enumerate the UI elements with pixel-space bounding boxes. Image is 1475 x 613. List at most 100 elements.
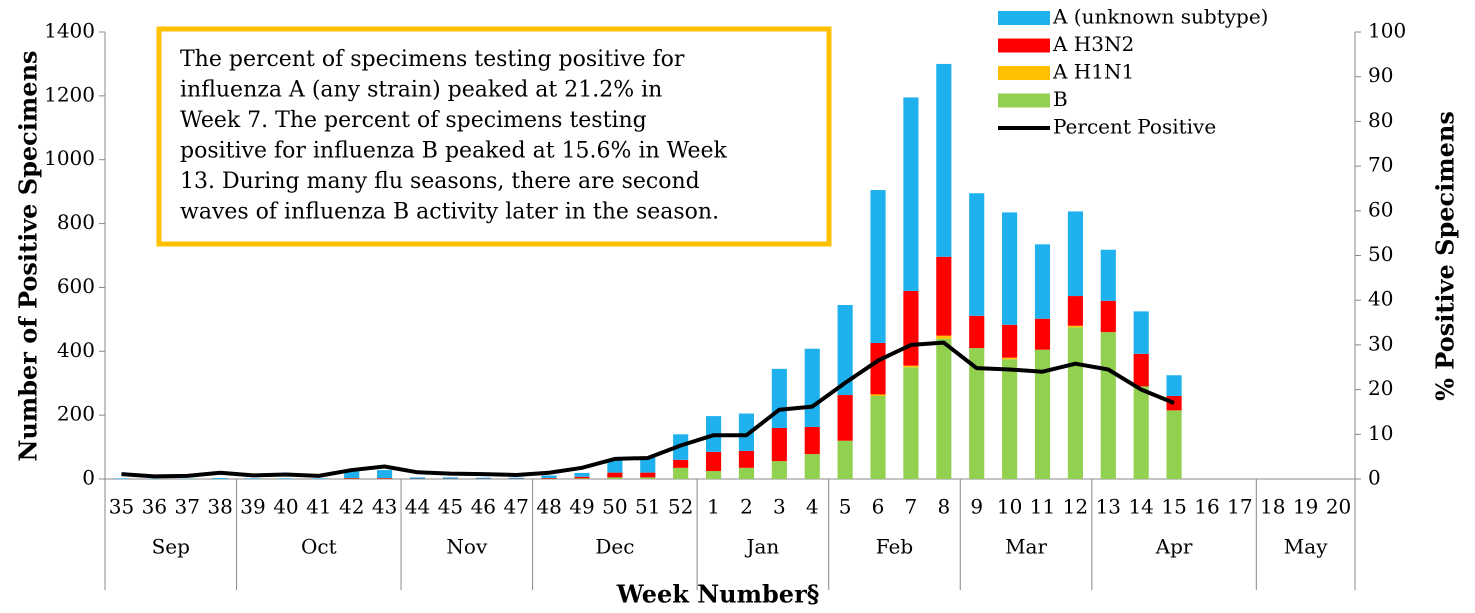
bar-segment (1100, 332, 1116, 479)
bar-segment (1067, 211, 1083, 297)
x-tick-label: 14 (1128, 495, 1153, 519)
x-tick-label: 37 (175, 495, 200, 519)
legend-swatch (998, 11, 1050, 25)
bar-segment (804, 426, 820, 455)
y2-tick-label: 60 (1368, 197, 1393, 221)
bar-segment (1133, 353, 1149, 387)
bar-segment (673, 467, 689, 479)
x-tick-label: 52 (668, 495, 693, 519)
y2-tick-label: 80 (1368, 108, 1393, 132)
bar-segment (377, 478, 393, 479)
bar-segment (903, 290, 919, 366)
bar-segment (804, 348, 820, 427)
annotation-line: influenza A (any strain) peaked at 21.2%… (180, 78, 662, 103)
annotation-line: Week 7. The percent of specimens testing (180, 108, 647, 133)
y-tick-label: 1400 (44, 19, 95, 43)
y2-tick-label: 100 (1368, 19, 1406, 43)
bar-segment (1002, 212, 1018, 325)
x-tick-label: 4 (806, 495, 819, 519)
bar-segment (508, 477, 524, 479)
y2-tick-label: 90 (1368, 63, 1393, 87)
x-tick-label: 9 (970, 495, 983, 519)
bar-segment (738, 450, 755, 468)
y-tick-label: 1000 (44, 146, 95, 170)
bar-segment (936, 335, 952, 339)
bar-segment (377, 470, 393, 479)
annotation-line: The percent of specimens testing positiv… (180, 47, 685, 72)
bar-segment (442, 477, 458, 479)
bar-segment (837, 440, 853, 479)
bar-segment (607, 459, 623, 473)
bar-segment (640, 472, 656, 478)
bar-segment (1067, 296, 1083, 326)
x-tick-label: 1 (707, 495, 720, 519)
bar-segment (936, 63, 952, 257)
bar-segment (1100, 249, 1116, 301)
bar-segment (903, 367, 919, 479)
x-tick-label: 50 (602, 495, 627, 519)
group-label: Dec (595, 535, 634, 559)
legend-label: B (1053, 87, 1068, 111)
y2-axis-title: % Positive Specimens (1431, 111, 1460, 401)
group-label: Sep (152, 535, 190, 559)
bar-segment (870, 394, 886, 396)
bar-segment (475, 477, 491, 479)
bar-segment (1002, 359, 1018, 479)
bar-segment (903, 365, 919, 368)
group-label: Feb (876, 535, 913, 559)
x-tick-label: 38 (207, 495, 232, 519)
bar-segment (1067, 325, 1083, 328)
bar-segment (969, 193, 985, 316)
bar-segment (1100, 300, 1116, 333)
bar-segment (311, 478, 327, 479)
x-tick-label: 35 (109, 495, 134, 519)
bar-segment (344, 470, 360, 479)
bar-segment (1067, 327, 1083, 479)
group-label: Apr (1155, 535, 1193, 559)
x-tick-label: 12 (1063, 495, 1088, 519)
bar-segment (1002, 324, 1018, 358)
group-label: Mar (1005, 535, 1047, 559)
x-tick-label: 46 (471, 495, 496, 519)
bar-segment (640, 477, 656, 479)
bar-segment (738, 413, 755, 451)
x-tick-label: 45 (438, 495, 463, 519)
legend-label: Percent Positive (1053, 115, 1216, 139)
legend-swatch (998, 66, 1050, 80)
y-tick-label: 1200 (44, 82, 95, 106)
bar-segment (1166, 395, 1182, 411)
annotation-line: 13. During many flu seasons, there are s… (180, 169, 700, 194)
bar-segment (738, 467, 755, 479)
annotation-box (156, 26, 832, 247)
bar-segment (1034, 318, 1051, 350)
y2-tick-label: 20 (1368, 376, 1393, 400)
y-tick-label: 600 (57, 274, 95, 298)
bar-segment (673, 459, 689, 468)
y-tick-label: 0 (82, 466, 95, 490)
x-axis-title: Week Number§ (616, 580, 820, 609)
legend-label: A (unknown subtype) (1052, 5, 1269, 29)
bar-segment (771, 461, 787, 479)
x-tick-label: 49 (569, 495, 594, 519)
bar-segment (113, 478, 130, 479)
bar-segment (574, 478, 590, 479)
x-tick-label: 13 (1096, 495, 1121, 519)
bar-segment (1166, 375, 1182, 396)
x-tick-label: 20 (1326, 495, 1351, 519)
bar-segment (574, 472, 590, 477)
x-tick-label: 6 (872, 495, 885, 519)
bar-segment (837, 304, 853, 396)
bar-segment (344, 478, 360, 479)
bar-segment (1034, 244, 1051, 319)
x-tick-label: 44 (405, 495, 430, 519)
legend-label: A H1N1 (1052, 60, 1134, 84)
bar-segment (870, 395, 886, 479)
bar-segment (574, 476, 590, 479)
x-tick-label: 10 (997, 495, 1022, 519)
x-tick-label: 17 (1227, 495, 1252, 519)
x-tick-label: 3 (773, 495, 786, 519)
bar-segment (1133, 386, 1149, 479)
legend-swatch (998, 38, 1050, 53)
annotation-line: waves of influenza B activity later in t… (180, 200, 719, 225)
